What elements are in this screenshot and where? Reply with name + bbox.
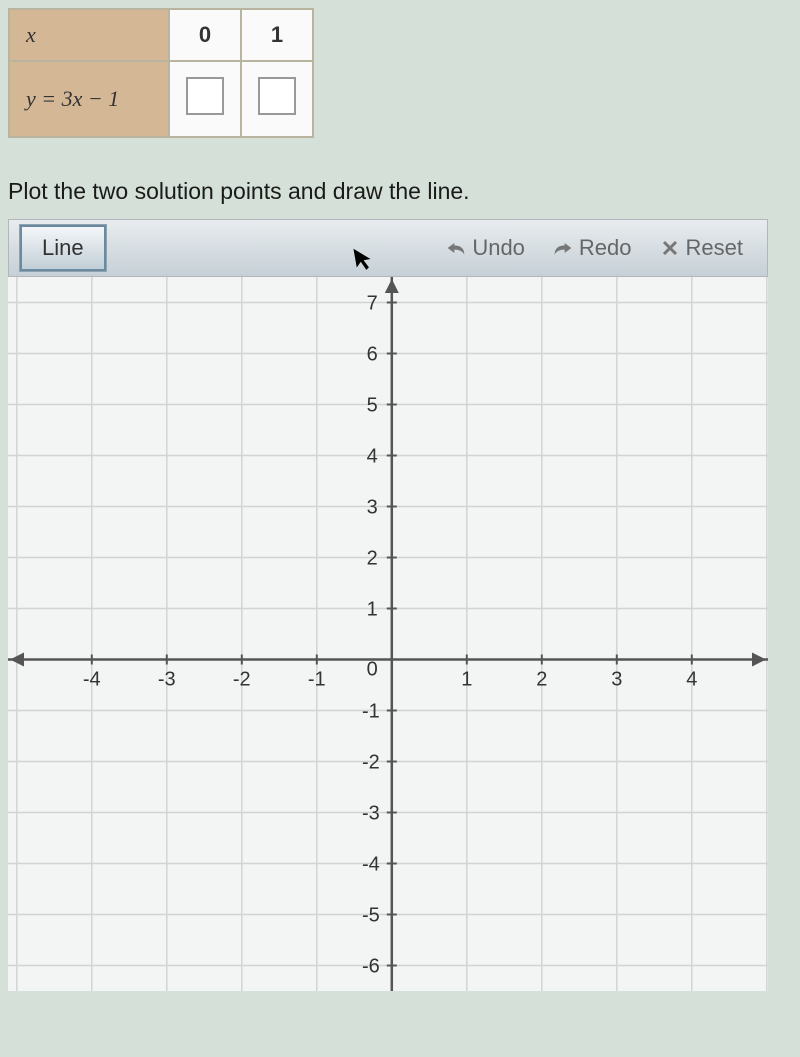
- undo-label: Undo: [472, 235, 525, 261]
- x-value-0: 0: [169, 9, 241, 61]
- coordinate-grid[interactable]: -4 -3 -2 -1 1 2 3 4 1 2 3 4 5 6 7 0 -1 -2 -3 -4 -5 -6: [8, 277, 768, 991]
- redo-button[interactable]: Redo: [539, 227, 646, 269]
- svg-text:2: 2: [536, 669, 547, 691]
- reset-button[interactable]: Reset: [646, 227, 757, 269]
- graph-toolbar: Line Undo Redo Reset: [8, 219, 768, 277]
- svg-text:4: 4: [686, 669, 697, 691]
- reset-label: Reset: [686, 235, 743, 261]
- svg-text:-2: -2: [233, 669, 251, 691]
- x-value-1: 1: [241, 9, 313, 61]
- answer-cell-0[interactable]: [169, 61, 241, 137]
- line-tool-button[interactable]: Line: [19, 224, 107, 272]
- svg-text:3: 3: [611, 669, 622, 691]
- svg-text:-3: -3: [362, 803, 380, 825]
- undo-icon: [446, 239, 466, 257]
- svg-text:-2: -2: [362, 752, 380, 774]
- svg-text:6: 6: [367, 344, 378, 366]
- svg-text:-3: -3: [158, 669, 176, 691]
- svg-text:1: 1: [461, 669, 472, 691]
- svg-text:7: 7: [367, 293, 378, 315]
- x-header: x: [9, 9, 169, 61]
- graph-panel: Line Undo Redo Reset -4 -3 -2 -1 1 2 3 4 1 2 3 4 5 6 7…: [8, 219, 768, 991]
- equation-table: x 0 1 y = 3x − 1: [8, 8, 314, 138]
- svg-text:0: 0: [367, 659, 378, 681]
- svg-text:5: 5: [367, 395, 378, 417]
- svg-text:-1: -1: [362, 701, 380, 723]
- svg-text:4: 4: [367, 446, 378, 468]
- redo-label: Redo: [579, 235, 632, 261]
- instruction-text: Plot the two solution points and draw th…: [8, 178, 792, 205]
- redo-icon: [553, 239, 573, 257]
- answer-cell-1[interactable]: [241, 61, 313, 137]
- svg-text:2: 2: [367, 548, 378, 570]
- svg-text:-1: -1: [308, 669, 326, 691]
- svg-text:1: 1: [367, 599, 378, 621]
- svg-text:-4: -4: [83, 669, 101, 691]
- svg-text:3: 3: [367, 497, 378, 519]
- svg-text:-6: -6: [362, 956, 380, 978]
- answer-input-1[interactable]: [258, 77, 296, 115]
- undo-button[interactable]: Undo: [432, 227, 539, 269]
- answer-input-0[interactable]: [186, 77, 224, 115]
- svg-text:-4: -4: [362, 854, 380, 876]
- equation-label: y = 3x − 1: [9, 61, 169, 137]
- close-icon: [660, 239, 680, 257]
- svg-text:-5: -5: [362, 905, 380, 927]
- graph-area[interactable]: -4 -3 -2 -1 1 2 3 4 1 2 3 4 5 6 7 0 -1 -2 -3 -4 -5 -6: [8, 277, 768, 991]
